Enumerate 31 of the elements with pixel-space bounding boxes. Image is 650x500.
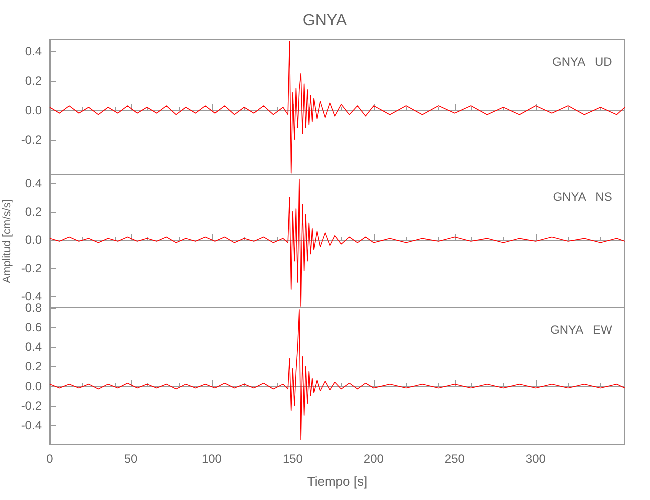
y-tick-label: -0.4 [21, 290, 42, 304]
x-tick-label: 150 [282, 452, 304, 466]
x-tick-label: 50 [124, 452, 138, 466]
y-tick-label: 0.4 [25, 176, 42, 190]
y-tick-label: 0.2 [25, 204, 42, 219]
x-tick-label: 300 [526, 452, 546, 466]
x-tick-label: 250 [444, 452, 466, 466]
annotation: GNYA UD [552, 55, 613, 69]
y-tick-label: -0.2 [21, 398, 42, 413]
x-tick-label: 0 [46, 452, 54, 466]
y-axis-title: Amplitud [cm/s/s] [2, 200, 14, 284]
y-tick-label: 0.2 [25, 360, 42, 374]
annotation: GNYA EW [550, 323, 614, 337]
annotation: GNYA NS [553, 190, 612, 204]
y-tick-label: -0.2 [21, 261, 42, 276]
y-tick-label: 0.4 [25, 340, 42, 354]
y-tick-label: -0.4 [21, 418, 42, 432]
y-tick-label: 0.4 [25, 44, 42, 59]
y-tick-label: 0.0 [25, 379, 42, 394]
line-series [50, 178, 626, 307]
y-tick-label: 0.6 [25, 320, 42, 335]
line-series [50, 310, 626, 441]
x-tick-label: 200 [364, 452, 384, 466]
y-tick-label: 0.0 [25, 233, 42, 248]
x-tick-label: 100 [202, 452, 222, 466]
chart-title: GNYA [302, 12, 348, 30]
y-tick-label: 0.8 [25, 301, 42, 315]
x-axis-title: Tiempo [s] [307, 474, 368, 489]
y-tick-label: 0.2 [25, 74, 42, 88]
y-tick-label: 0.0 [25, 103, 42, 118]
y-tick-label: -0.2 [21, 132, 42, 147]
